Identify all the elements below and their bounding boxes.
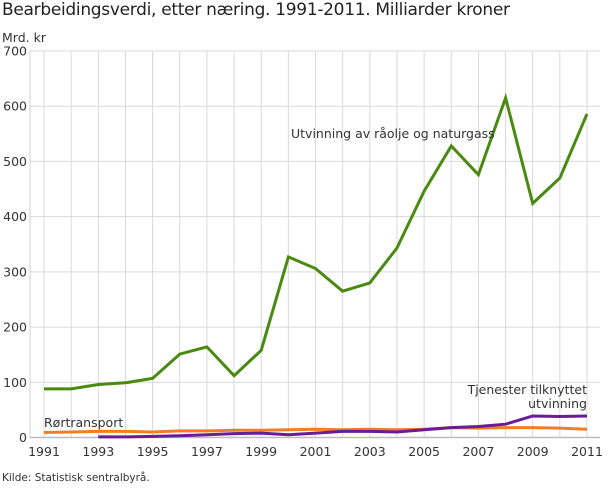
x-tick-label: 2011 [571,444,603,459]
series-labels: Utvinning av råolje og naturgass Rørtran… [44,126,587,430]
label-tjenester-line1: Tjenester tilknyttet [467,382,588,397]
x-axis-ticks: 1991 1993 1995 1997 1999 2001 2003 2005 2007 2009… [28,444,603,459]
label-utvinning: Utvinning av råolje og naturgass [291,126,495,141]
y-tick-label: 300 [3,264,27,279]
y-tick-label: 0 [19,430,27,445]
x-tick-label: 2005 [408,444,440,459]
x-tick-label: 1997 [191,444,223,459]
chart-title: Bearbeidingsverdi, etter næring. 1991-20… [2,0,510,20]
y-tick-label: 600 [3,99,27,114]
x-tick-label: 2001 [300,444,332,459]
y-axis-ticks: 0 100 200 300 400 500 600 700 [3,44,27,446]
series-line-2 [98,414,588,439]
x-tick-label: 1999 [245,444,277,459]
series-line-0 [44,92,589,391]
x-tick-label: 1993 [82,444,114,459]
x-tick-label: 2007 [462,444,494,459]
y-tick-label: 100 [3,375,27,390]
y-axis-unit-label: Mrd. kr [2,30,46,45]
source-note: Kilde: Statistisk sentralbyrå. [2,472,150,484]
label-tjenester-line2: utvinning [528,396,587,411]
x-tick-label: 2009 [517,444,549,459]
x-tick-label: 1995 [137,444,169,459]
y-tick-label: 200 [3,320,27,335]
x-tick-label: 1991 [28,444,60,459]
y-tick-label: 400 [3,209,27,224]
x-tick-label: 2003 [354,444,386,459]
label-rortransport: Rørtransport [44,415,123,430]
y-tick-label: 700 [3,44,27,59]
grid-lines [29,50,600,439]
series-line-1 [43,426,588,434]
series-lines [43,92,589,439]
y-tick-label: 500 [3,154,27,169]
